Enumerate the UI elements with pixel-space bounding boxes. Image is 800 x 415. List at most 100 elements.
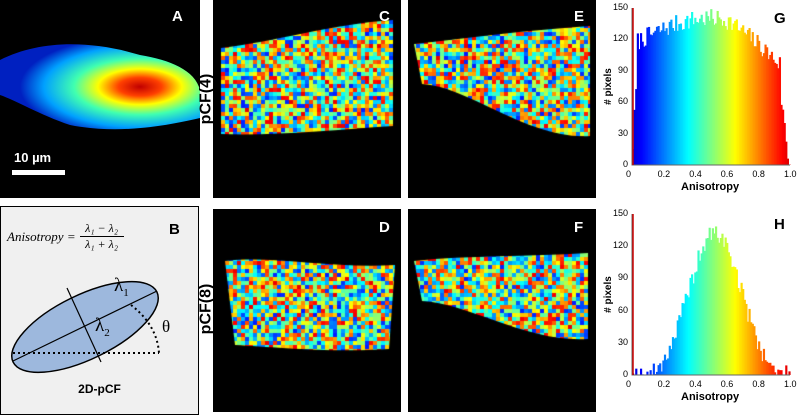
histogram-bar [780, 370, 783, 375]
histogram-bar [782, 109, 785, 165]
histogram-bar [649, 34, 652, 165]
histogram-bar [788, 371, 791, 375]
x-tick-label: 0.8 [752, 379, 765, 389]
histogram-bar [644, 45, 647, 165]
histogram-bar [743, 32, 746, 165]
panel-a-intensity-image: A 10 µm [0, 0, 200, 198]
histogram-bar [668, 345, 671, 375]
histogram-bar [636, 33, 639, 165]
histogram-bar [711, 18, 714, 166]
histogram-bar [738, 30, 742, 166]
histogram-bar [735, 19, 738, 166]
histogram-bar [689, 18, 692, 166]
histogram-bar [746, 29, 750, 165]
histogram-bar [737, 288, 740, 375]
histogram-bar [713, 233, 716, 375]
histogram-bar [732, 23, 735, 165]
histogram-bar [708, 20, 711, 166]
histogram-bar [675, 337, 678, 375]
histogram-bar [759, 51, 762, 166]
histogram-bar [743, 299, 746, 375]
histogram-bar [643, 46, 646, 165]
panel-letter-d: D [379, 219, 390, 236]
x-tick-label: 0 [626, 169, 632, 179]
histogram-bar [662, 22, 665, 166]
histogram-bar [777, 68, 780, 165]
histogram-h: 0 30 60 90 120 150 0 0.2 0.4 0.6 0.8 1.0 Anisotropy #… [598, 206, 800, 415]
histogram-bar [711, 228, 714, 375]
y-tick-label: 0 [622, 159, 628, 169]
histogram-bar [676, 320, 679, 375]
histogram-bar [729, 17, 732, 165]
histogram-bar [748, 28, 751, 166]
histogram-bar [700, 14, 703, 166]
formula-numerator: λ₁ − λ₂ [85, 221, 119, 235]
histogram-bar [646, 27, 649, 165]
ellipse-svg [10, 280, 160, 374]
histogram-bar [681, 29, 684, 165]
scale-bar-label: 10 µm [14, 150, 52, 165]
histogram-bar [705, 238, 708, 375]
y-tick-label: 90 [617, 272, 628, 283]
histogram-bar [753, 326, 756, 375]
histogram-bar [657, 26, 660, 165]
histogram-g: 0 30 60 90 120 150 0 0.2 0.4 0.6 0.8 1.0 Anisotropy #… [598, 0, 800, 205]
histogram-axes [631, 8, 790, 166]
histogram-bar [705, 11, 708, 166]
histogram-bar [694, 17, 697, 166]
histogram-bar [702, 22, 705, 166]
x-axis-label: Anisotropy [681, 181, 740, 193]
anisotropy-map-canvas [213, 0, 401, 198]
histogram-plot [631, 214, 791, 376]
panel-f-anisotropy-map: F [408, 209, 596, 412]
histogram-bar [740, 282, 743, 375]
histogram-bar [786, 158, 789, 165]
histogram-bar [762, 53, 766, 165]
histogram-bar [639, 33, 643, 166]
histogram-bar [766, 361, 769, 375]
histogram-bar [778, 370, 782, 375]
histogram-bar [659, 32, 662, 165]
histogram-bar [683, 303, 686, 375]
histogram-bar [780, 104, 783, 165]
histogram-bar [647, 26, 651, 165]
histogram-bar [655, 26, 659, 166]
y-axis-label: # pixels [602, 67, 614, 105]
histogram-bar [748, 308, 751, 375]
histogram-bar [686, 15, 689, 165]
histogram-bar [689, 277, 692, 375]
histogram-bar [737, 30, 740, 166]
panel-d-anisotropy-map: D [213, 209, 401, 412]
y-tick-label: 60 [617, 96, 628, 107]
histogram-bar [756, 35, 759, 165]
histogram-bar [734, 20, 737, 165]
histogram-bar [638, 49, 641, 165]
x-tick-label: 0.4 [689, 379, 702, 389]
histogram-bar [754, 335, 758, 375]
diagram-caption: 2D-pCF [78, 382, 121, 396]
histogram-bar [762, 348, 766, 375]
histogram-bar [676, 30, 679, 166]
histogram-bar [724, 237, 727, 375]
histogram-bar [719, 238, 722, 375]
x-tick-label: 0.2 [657, 169, 671, 179]
x-tick-label: 1.0 [784, 379, 797, 389]
histogram-bar [730, 29, 734, 166]
histogram-bar [759, 350, 762, 375]
formula-lhs: Anisotropy = [7, 228, 76, 244]
histogram-bar [707, 16, 710, 166]
histogram-bar [775, 63, 778, 165]
anisotropy-map-canvas [408, 0, 596, 198]
histogram-bar [764, 360, 767, 375]
y-tick-label: 120 [612, 33, 628, 44]
histogram-bar [718, 242, 721, 375]
histogram-bar [756, 349, 759, 375]
histogram-bar [721, 25, 724, 165]
histogram-bar [758, 341, 761, 375]
panel-letter-e: E [574, 8, 585, 25]
histogram-bar [684, 19, 687, 165]
y-tick-label: 30 [617, 127, 628, 138]
y-tick-label: 0 [622, 369, 628, 379]
histogram-bar [766, 47, 769, 166]
formula-denominator: λ₁ + λ₂ [85, 237, 119, 251]
